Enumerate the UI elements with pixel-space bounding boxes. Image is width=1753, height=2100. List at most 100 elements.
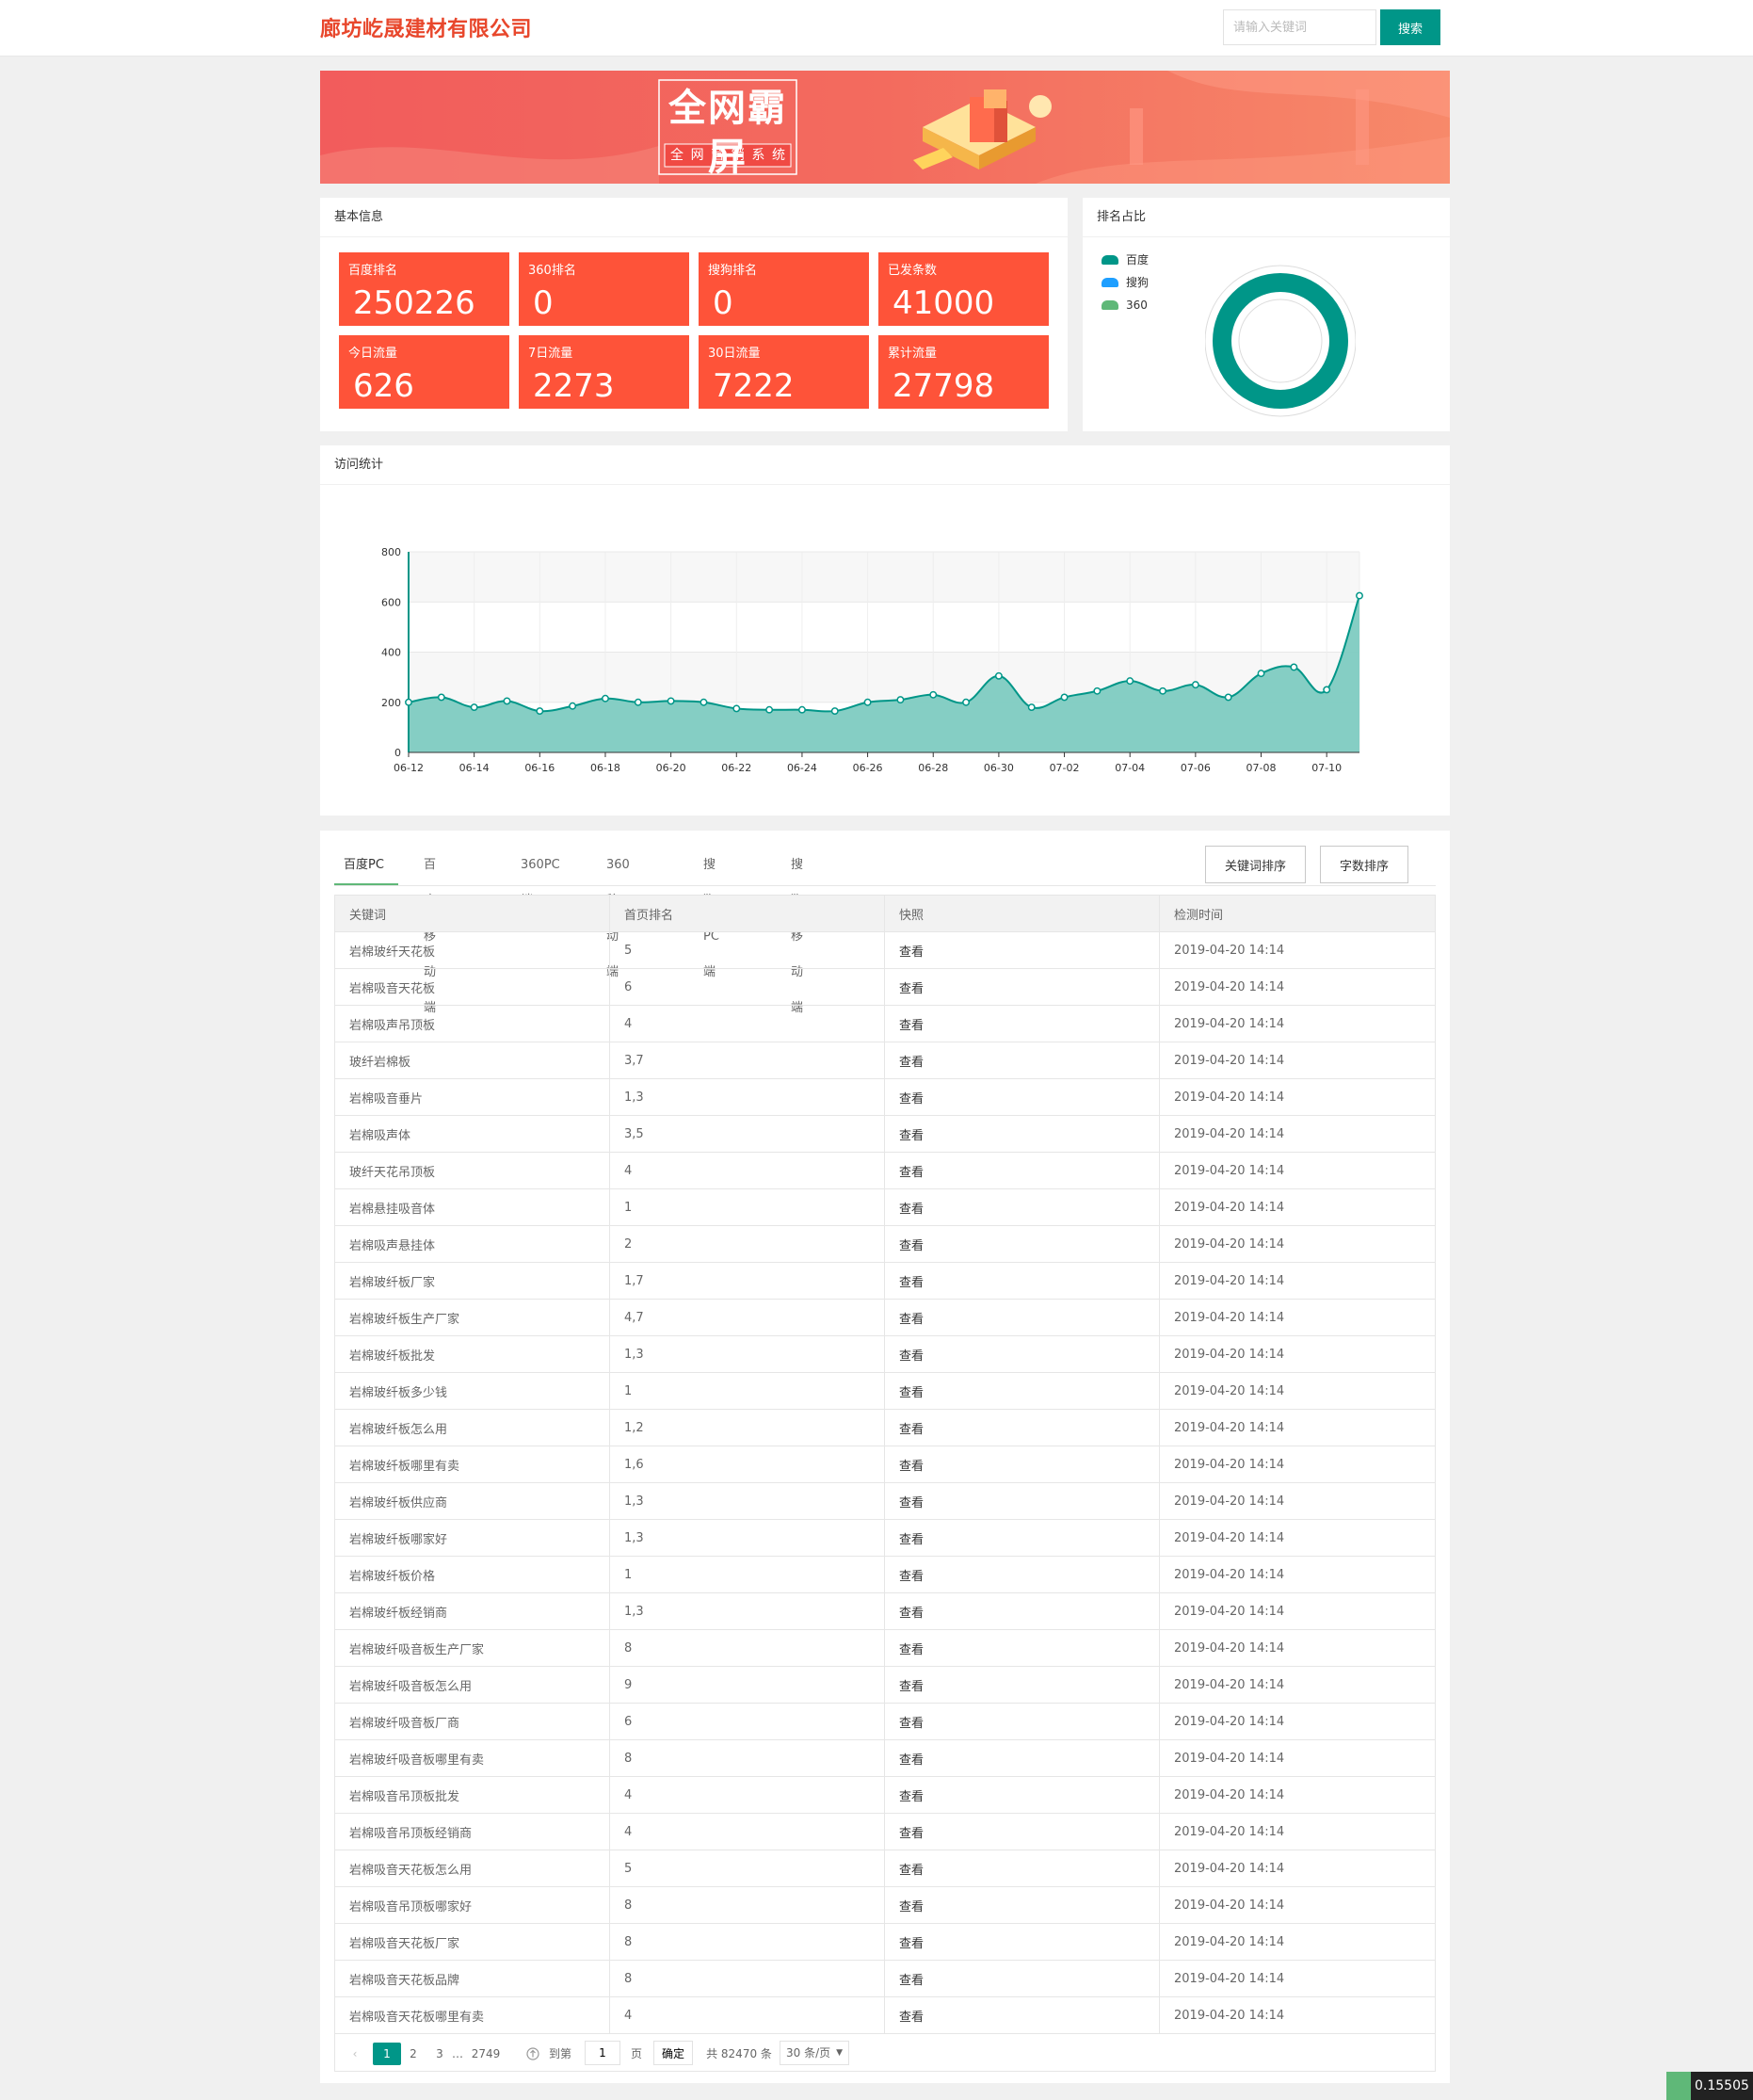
snapshot-link[interactable]: 查看 [884, 1592, 1160, 1630]
snapshot-link[interactable]: 查看 [884, 1703, 1160, 1740]
top-bar: 廊坊屹晟建材有限公司 搜索 [0, 0, 1753, 57]
snapshot-link[interactable]: 查看 [884, 1556, 1160, 1593]
snapshot-link[interactable]: 查看 [884, 1152, 1160, 1189]
table-row: 岩棉玻纤板供应商 1,3 查看 2019-04-20 14:14 [334, 1482, 1436, 1520]
snapshot-link[interactable]: 查看 [884, 1813, 1160, 1850]
column-header-keyword[interactable]: 关键词 [334, 895, 610, 932]
snapshot-link[interactable]: 查看 [884, 1225, 1160, 1263]
legend-swatch [1102, 255, 1118, 265]
snapshot-link[interactable]: 查看 [884, 1005, 1160, 1042]
snapshot-link[interactable]: 查看 [884, 1188, 1160, 1226]
snapshot-link[interactable]: 查看 [884, 1519, 1160, 1557]
snapshot-link[interactable]: 查看 [884, 1042, 1160, 1079]
table-row: 岩棉吸音吊顶板哪家好 8 查看 2019-04-20 14:14 [334, 1886, 1436, 1924]
prev-page-button[interactable]: ‹ [352, 2047, 358, 2060]
corner-badge-text: 0.15505 [1695, 2078, 1749, 2093]
page-button[interactable]: 2 [410, 2047, 417, 2060]
data-point [536, 707, 544, 716]
tab-baidu-pc[interactable]: 百度PC [334, 848, 398, 885]
check-time-cell: 2019-04-20 14:14 [1159, 1556, 1436, 1593]
stat-label: 今日流量 [348, 347, 398, 361]
check-time-cell: 2019-04-20 14:14 [1159, 1923, 1436, 1961]
legend-item-360[interactable]: 360 [1102, 294, 1149, 316]
snapshot-link[interactable]: 查看 [884, 1335, 1160, 1373]
rank-cell: 6 [609, 1703, 885, 1740]
snapshot-link[interactable]: 查看 [884, 1850, 1160, 1887]
stat-value: 7222 [713, 367, 795, 405]
tab-360-mobile[interactable]: 360移动端 [606, 858, 630, 979]
snapshot-link[interactable]: 查看 [884, 1372, 1160, 1410]
keyword-cell: 岩棉玻纤板批发 [334, 1335, 610, 1373]
table-row: 岩棉吸音吊顶板批发 4 查看 2019-04-20 14:14 [334, 1776, 1436, 1814]
snapshot-link[interactable]: 查看 [884, 1299, 1160, 1336]
snapshot-link[interactable]: 查看 [884, 1629, 1160, 1667]
company-name[interactable]: 廊坊屹晟建材有限公司 [320, 18, 533, 41]
check-time-cell: 2019-04-20 14:14 [1159, 1850, 1436, 1887]
y-tick-label: 0 [394, 747, 401, 759]
snapshot-link[interactable]: 查看 [884, 1262, 1160, 1300]
snapshot-link[interactable]: 查看 [884, 1776, 1160, 1814]
page-size-select[interactable]: 30 条/页 ▼ [780, 2041, 849, 2065]
refresh-icon[interactable] [526, 2047, 539, 2060]
table-row: 岩棉玻纤板价格 1 查看 2019-04-20 14:14 [334, 1556, 1436, 1593]
check-time-cell: 2019-04-20 14:14 [1159, 1482, 1436, 1520]
snapshot-link[interactable]: 查看 [884, 1666, 1160, 1704]
stat-label: 360排名 [528, 264, 576, 278]
data-point [667, 697, 675, 705]
banner-subtitle-char: 销 [731, 148, 745, 163]
column-header-snapshot[interactable]: 快照 [884, 895, 1160, 932]
column-header-rank[interactable]: 首页排名 [609, 895, 885, 932]
keyword-cell: 岩棉吸音吊顶板批发 [334, 1776, 610, 1814]
snapshot-link[interactable]: 查看 [884, 968, 1160, 1006]
rank-cell: 1 [609, 1556, 885, 1593]
snapshot-link[interactable]: 查看 [884, 1078, 1160, 1116]
sort-by-length-button[interactable]: 字数排序 [1320, 846, 1408, 883]
legend-label: 360 [1126, 299, 1148, 312]
snapshot-link[interactable]: 查看 [884, 1115, 1160, 1153]
y-tick-label: 800 [381, 546, 401, 558]
tab-sogou-mobile[interactable]: 搜狗移动端 [791, 858, 804, 1015]
banner-graphic [320, 71, 1450, 184]
snapshot-link[interactable]: 查看 [884, 1482, 1160, 1520]
snapshot-link[interactable]: 查看 [884, 1996, 1160, 2034]
snapshot-link[interactable]: 查看 [884, 1446, 1160, 1483]
check-time-cell: 2019-04-20 14:14 [1159, 1996, 1436, 2034]
snapshot-link[interactable]: 查看 [884, 1886, 1160, 1924]
banner-subtitle-char: 统 [771, 148, 785, 163]
check-time-cell: 2019-04-20 14:14 [1159, 1225, 1436, 1263]
x-tick-label: 06-28 [918, 762, 948, 774]
tab-sogou-pc[interactable]: 搜狗PC端 [703, 858, 719, 979]
keyword-cell: 玻纤岩棉板 [334, 1042, 610, 1079]
column-header-check-time[interactable]: 检测时间 [1159, 895, 1436, 932]
rank-cell: 8 [609, 1886, 885, 1924]
tab-baidu-mobile[interactable]: 百度移动端 [424, 858, 437, 1015]
donut-baidu-slice[interactable] [1213, 273, 1348, 409]
tab-360-pc[interactable]: 360PC端 [521, 858, 560, 908]
sort-by-keyword-button[interactable]: 关键词排序 [1205, 846, 1306, 883]
page-button[interactable]: 3 [436, 2047, 443, 2060]
page-button-last[interactable]: 2749 [471, 2047, 501, 2060]
snapshot-link[interactable]: 查看 [884, 1923, 1160, 1961]
goto-page-input[interactable] [585, 2041, 620, 2065]
stat-sogou-rank: 搜狗排名 0 [699, 252, 869, 326]
search-button[interactable]: 搜索 [1380, 9, 1440, 45]
leaf-icon [1666, 2072, 1691, 2100]
snapshot-link[interactable]: 查看 [884, 931, 1160, 969]
legend-item-sogou[interactable]: 搜狗 [1102, 271, 1149, 294]
rank-cell: 5 [609, 931, 885, 969]
goto-label: 到第 [548, 2047, 571, 2060]
x-tick-label: 07-06 [1181, 762, 1211, 774]
legend-item-baidu[interactable]: 百度 [1102, 249, 1149, 271]
snapshot-link[interactable]: 查看 [884, 1960, 1160, 1997]
rank-cell: 2 [609, 1225, 885, 1263]
search-input[interactable] [1223, 9, 1376, 45]
snapshot-link[interactable]: 查看 [884, 1409, 1160, 1446]
page-button-current[interactable]: 1 [373, 2043, 401, 2065]
table-row: 岩棉吸声体 3,5 查看 2019-04-20 14:14 [334, 1115, 1436, 1153]
goto-confirm-button[interactable]: 确定 [653, 2041, 693, 2065]
rank-cell: 4 [609, 1152, 885, 1189]
rank-cell: 4 [609, 1996, 885, 2034]
snapshot-link[interactable]: 查看 [884, 1739, 1160, 1777]
check-time-cell: 2019-04-20 14:14 [1159, 1519, 1436, 1557]
table-header-row: 关键词 首页排名 快照 检测时间 [334, 895, 1436, 932]
